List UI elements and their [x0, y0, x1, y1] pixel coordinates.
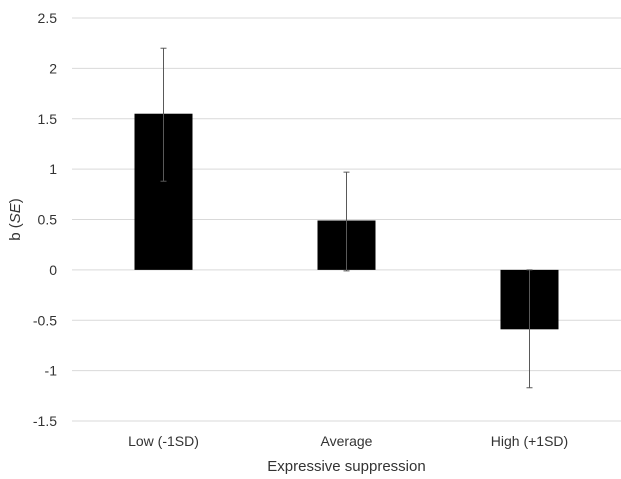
y-tick-label: 2: [49, 60, 57, 76]
y-axis-title-suffix: ): [7, 198, 24, 203]
y-tick-label: -0.5: [33, 312, 57, 328]
y-tick-labels: 2.5 2 1.5 1 0.5 0 -0.5 -1 -1.5: [33, 10, 57, 429]
y-tick-label: 0.5: [38, 212, 58, 228]
y-tick-label: -1.5: [33, 413, 57, 429]
x-tick-labels: Low (-1SD) Average High (+1SD): [128, 433, 568, 449]
y-axis-title-italic: SE: [7, 202, 24, 223]
x-tick-label: High (+1SD): [491, 433, 568, 449]
y-axis-title-prefix: b (: [7, 223, 24, 241]
y-tick-label: -1: [45, 363, 58, 379]
y-tick-label: 1.5: [38, 111, 58, 127]
x-axis-title: Expressive suppression: [267, 458, 425, 475]
y-tick-label: 1: [49, 161, 57, 177]
x-tick-label: Low (-1SD): [128, 433, 199, 449]
y-axis-title: b (SE): [7, 198, 24, 241]
y-tick-label: 2.5: [38, 10, 58, 26]
error-bars: [160, 47, 533, 389]
y-tick-label: 0: [49, 262, 57, 278]
x-tick-label: Average: [321, 433, 373, 449]
